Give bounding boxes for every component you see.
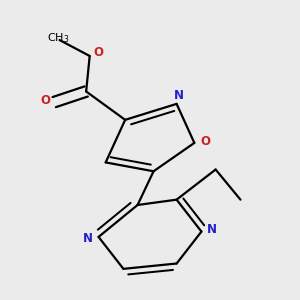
Text: N: N xyxy=(207,223,217,236)
Text: O: O xyxy=(200,135,210,148)
Text: O: O xyxy=(40,94,50,107)
Text: O: O xyxy=(94,46,103,59)
Text: N: N xyxy=(173,88,183,101)
Text: N: N xyxy=(83,232,93,245)
Text: CH$_3$: CH$_3$ xyxy=(46,32,69,45)
